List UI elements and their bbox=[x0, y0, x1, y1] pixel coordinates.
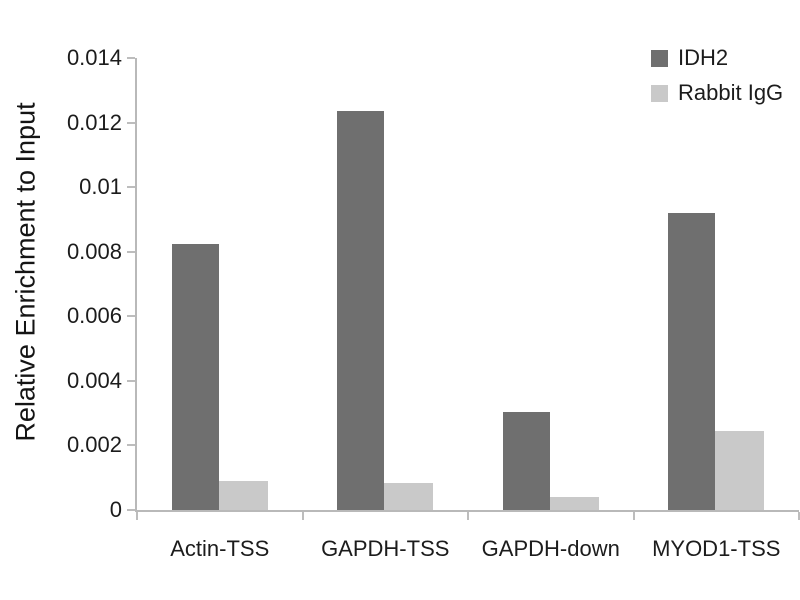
plot-area: 0 0.002 0.004 0.006 0.008 0.01 0.012 0.0… bbox=[67, 47, 800, 561]
y-tick-mark bbox=[127, 57, 135, 59]
y-tick-label: 0.012 bbox=[66, 109, 122, 135]
bar-idh2-gapdh-tss bbox=[337, 111, 385, 510]
y-tick-mark bbox=[127, 186, 135, 189]
y-tick-mark bbox=[127, 509, 135, 511]
legend-label: IDH2 bbox=[678, 45, 729, 70]
legend-item-idh2: IDH2 bbox=[651, 47, 783, 69]
bar-idh2-actin-tss bbox=[171, 243, 219, 510]
y-tick-label: 0.004 bbox=[66, 367, 122, 393]
y-tick-mark bbox=[127, 379, 135, 382]
x-tick-mark bbox=[136, 512, 138, 520]
x-category-label: MYOD1-TSS bbox=[652, 536, 781, 561]
category-group-gapdh-tss: GAPDH-TSS bbox=[303, 58, 469, 561]
category-group-gapdh-down: GAPDH-down bbox=[468, 58, 634, 561]
y-tick-mark bbox=[127, 444, 135, 447]
y-axis-title: Relative Enrichment to Input bbox=[10, 102, 41, 442]
x-tick-mark bbox=[632, 512, 635, 520]
bar-groups: Actin-TSS GAPDH-TSS GAPDH-down MYOD1-TSS bbox=[137, 58, 800, 561]
y-tick-label: 0.002 bbox=[66, 432, 122, 458]
legend: IDH2 Rabbit IgG bbox=[651, 47, 783, 117]
category-group-myod1-tss: MYOD1-TSS bbox=[634, 58, 800, 561]
legend-swatch-rabbit-igg bbox=[651, 84, 668, 102]
y-tick-label: 0.006 bbox=[66, 303, 122, 329]
y-tick-label: 0.008 bbox=[66, 238, 122, 264]
y-tick-mark bbox=[127, 250, 135, 253]
y-tick-mark bbox=[127, 121, 135, 124]
x-tick-mark bbox=[301, 512, 304, 520]
y-tick-label: 0.01 bbox=[79, 174, 122, 200]
legend-label: Rabbit IgG bbox=[678, 80, 784, 105]
bar-rabbit-igg-gapdh-tss bbox=[384, 482, 434, 510]
x-category-label: Actin-TSS bbox=[170, 536, 270, 561]
x-tick-mark bbox=[467, 512, 469, 520]
y-tick-label: 0.014 bbox=[66, 45, 122, 70]
bar-rabbit-igg-gapdh-down bbox=[549, 497, 599, 510]
category-group-actin-tss: Actin-TSS bbox=[137, 58, 303, 561]
y-tick-label: 0 bbox=[109, 497, 122, 522]
bar-rabbit-igg-actin-tss bbox=[218, 480, 268, 510]
legend-swatch-idh2 bbox=[651, 49, 668, 67]
legend-item-rabbit-igg: Rabbit IgG bbox=[651, 82, 783, 104]
x-category-label: GAPDH-TSS bbox=[321, 536, 450, 561]
x-tick-mark bbox=[798, 512, 800, 520]
bar-idh2-gapdh-down bbox=[502, 411, 550, 510]
x-category-label: GAPDH-down bbox=[481, 536, 620, 561]
bar-rabbit-igg-myod1-tss bbox=[715, 430, 765, 510]
bar-idh2-myod1-tss bbox=[668, 212, 716, 510]
y-tick-mark bbox=[127, 315, 135, 318]
